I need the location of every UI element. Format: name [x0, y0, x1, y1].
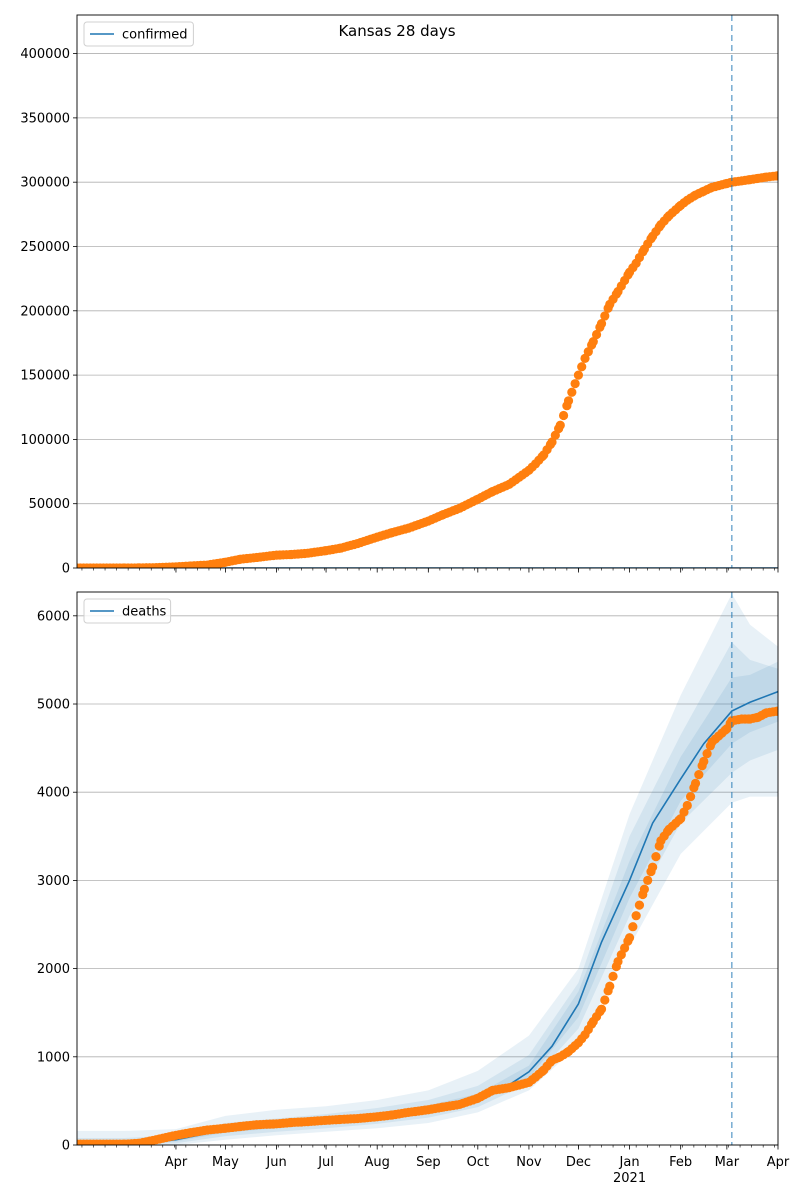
- observed-point: [634, 900, 645, 910]
- plot-area: [77, 171, 778, 568]
- observed-point: [563, 396, 574, 406]
- observed-point: [596, 1004, 607, 1014]
- x-tick-label: Jun: [265, 1155, 286, 1170]
- observed-point: [596, 319, 607, 329]
- deaths-panel: 0 1000 2000 3000 4000 5000 6000 deaths Apr May Jun…: [37, 591, 790, 1186]
- observed-point: [591, 329, 602, 340]
- observed-point: [643, 875, 653, 886]
- x-tick-label: Dec: [566, 1155, 591, 1170]
- observed-point: [631, 911, 641, 921]
- observed-point: [624, 933, 635, 943]
- x-tick-label: Nov: [516, 1155, 542, 1170]
- legend-box: [83, 598, 172, 624]
- y-tick-label: 0: [62, 1139, 70, 1154]
- observed-point: [773, 171, 778, 181]
- observed-point: [605, 981, 615, 991]
- y-tick-label: 300000: [20, 176, 70, 191]
- observed-point: [699, 756, 709, 766]
- uncertainty-band-outer: [77, 593, 778, 1145]
- observed-point: [570, 379, 580, 389]
- observed-point: [694, 769, 704, 780]
- observed-point: [616, 950, 626, 960]
- observed-point: [600, 995, 610, 1005]
- x-tick-label: Mar: [715, 1155, 740, 1170]
- legend-box: [83, 21, 194, 47]
- y-tick-label: 5000: [37, 698, 70, 713]
- y-tick-label: 6000: [37, 609, 70, 624]
- observed-point: [690, 778, 701, 788]
- legend-label: confirmed: [122, 28, 188, 43]
- observed-point: [628, 922, 638, 932]
- y-tick-label: 400000: [20, 47, 70, 62]
- observed-point: [600, 311, 610, 321]
- observed-point: [773, 706, 778, 716]
- x-year-label: 2021: [613, 1171, 646, 1186]
- observed-point: [573, 370, 584, 380]
- y-tick-label: 50000: [29, 497, 70, 512]
- x-tick-label: Apr: [767, 1155, 790, 1170]
- observed-point: [702, 748, 712, 759]
- figure-title: Kansas 28 days: [338, 22, 455, 40]
- observed-point: [558, 410, 569, 421]
- y-tick-label: 350000: [20, 111, 70, 126]
- axes-frame: [76, 14, 779, 569]
- x-tick-label: Apr: [165, 1155, 188, 1170]
- uncertainty-band-middle: [77, 642, 778, 1145]
- y-tick-label: 4000: [37, 786, 70, 801]
- observed-point: [555, 420, 565, 430]
- confirmed-panel: 0 50000 100000 150000 200000 250000 300000 3500…: [20, 14, 779, 577]
- y-tick-label: 3000: [37, 874, 70, 889]
- x-tick-label: Feb: [669, 1155, 692, 1170]
- x-tick-label: Aug: [364, 1155, 389, 1170]
- observed-point: [577, 362, 587, 372]
- observed-point: [567, 387, 577, 397]
- y-tick-label: 150000: [20, 369, 70, 384]
- observed-points: [77, 706, 778, 1145]
- legend: confirmed: [83, 21, 194, 47]
- legend: deaths: [83, 598, 172, 624]
- y-tick-label: 2000: [37, 962, 70, 977]
- observed-point: [682, 800, 692, 811]
- x-tick-label: Jan: [619, 1155, 640, 1170]
- observed-point: [639, 884, 649, 894]
- observed-points: [77, 171, 778, 568]
- y-tick-label: 200000: [20, 304, 70, 319]
- y-tick-label: 1000: [37, 1050, 70, 1065]
- x-tick-label: Sep: [416, 1155, 441, 1170]
- y-tick-label: 0: [62, 562, 70, 577]
- observed-point: [608, 971, 618, 981]
- legend-label: deaths: [122, 605, 167, 620]
- plot-area: [77, 593, 778, 1145]
- observed-point: [648, 862, 658, 872]
- observed-point: [613, 956, 623, 967]
- observed-point: [588, 337, 598, 347]
- observed-point: [620, 943, 630, 953]
- y-tick-label: 100000: [20, 433, 70, 448]
- x-tick-label: May: [212, 1155, 239, 1170]
- observed-point: [685, 792, 696, 802]
- x-tick-label: Oct: [467, 1155, 489, 1170]
- y-tick-label: 250000: [20, 240, 70, 255]
- x-tick-label: Jul: [317, 1155, 334, 1170]
- observed-point: [651, 851, 661, 862]
- axes-frame: [76, 591, 779, 1146]
